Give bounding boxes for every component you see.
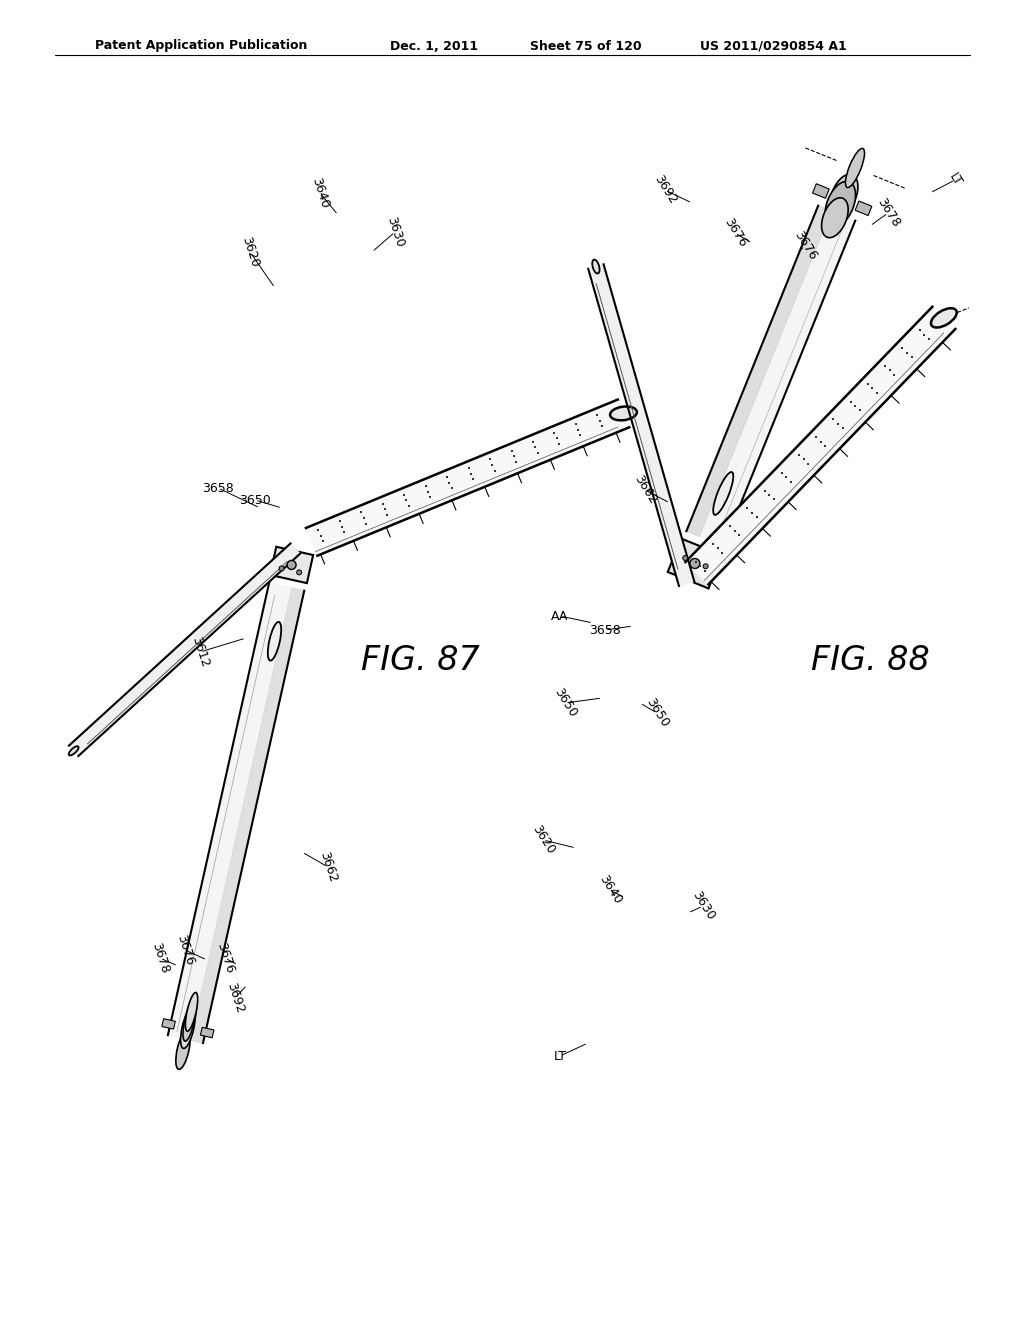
Ellipse shape [825, 181, 856, 227]
Polygon shape [855, 201, 871, 215]
Ellipse shape [713, 473, 733, 515]
Ellipse shape [69, 746, 79, 755]
Polygon shape [162, 1019, 175, 1030]
Ellipse shape [683, 556, 688, 561]
Ellipse shape [610, 407, 637, 420]
Text: 3650: 3650 [240, 494, 271, 507]
Text: 3650: 3650 [643, 696, 671, 730]
Text: Patent Application Publication: Patent Application Publication [95, 40, 307, 53]
Polygon shape [668, 539, 722, 589]
Text: 3630: 3630 [384, 215, 407, 249]
Text: 3650: 3650 [551, 686, 579, 719]
Text: 3658: 3658 [589, 623, 621, 636]
Polygon shape [306, 400, 629, 556]
Ellipse shape [180, 1008, 196, 1048]
Ellipse shape [592, 260, 600, 273]
Polygon shape [686, 206, 831, 536]
Text: 3676: 3676 [792, 230, 819, 263]
Ellipse shape [821, 198, 848, 238]
Polygon shape [190, 587, 304, 1043]
Text: 3620: 3620 [529, 824, 557, 857]
Text: 3676: 3676 [721, 216, 749, 249]
Text: LT: LT [946, 172, 964, 189]
Ellipse shape [280, 566, 284, 572]
Text: 3630: 3630 [689, 890, 717, 923]
Ellipse shape [690, 558, 699, 569]
Ellipse shape [268, 622, 282, 660]
Polygon shape [69, 544, 300, 756]
Text: 3612: 3612 [189, 635, 211, 669]
Text: 3678: 3678 [874, 197, 902, 230]
Text: FIG. 87: FIG. 87 [360, 644, 479, 676]
Ellipse shape [185, 993, 198, 1031]
Text: AA: AA [551, 610, 568, 623]
Text: 3662: 3662 [317, 850, 339, 884]
Polygon shape [812, 183, 829, 198]
Polygon shape [270, 546, 313, 583]
Text: 3676: 3676 [214, 941, 237, 975]
Polygon shape [588, 264, 694, 586]
Polygon shape [201, 1027, 214, 1038]
Text: 3676: 3676 [174, 933, 196, 968]
Text: 3662: 3662 [631, 473, 658, 507]
Ellipse shape [931, 309, 956, 327]
Text: Dec. 1, 2011: Dec. 1, 2011 [390, 40, 478, 53]
Ellipse shape [176, 1031, 190, 1069]
Text: 3678: 3678 [148, 941, 171, 975]
Text: 3692: 3692 [224, 981, 246, 1015]
Text: 3658: 3658 [202, 482, 233, 495]
Ellipse shape [846, 148, 864, 187]
Text: 3640: 3640 [309, 176, 331, 210]
Text: 3692: 3692 [651, 173, 679, 207]
Polygon shape [685, 306, 955, 585]
Text: FIG. 88: FIG. 88 [811, 644, 930, 676]
Text: 3620: 3620 [239, 235, 261, 269]
Text: LT: LT [554, 1049, 566, 1063]
Text: US 2011/0290854 A1: US 2011/0290854 A1 [700, 40, 847, 53]
Text: Sheet 75 of 120: Sheet 75 of 120 [530, 40, 642, 53]
Text: 3640: 3640 [596, 873, 624, 907]
Ellipse shape [183, 999, 197, 1041]
Ellipse shape [830, 174, 858, 216]
Polygon shape [168, 583, 304, 1043]
Polygon shape [686, 206, 855, 546]
Ellipse shape [703, 564, 709, 569]
Ellipse shape [297, 570, 302, 576]
Ellipse shape [287, 561, 296, 569]
